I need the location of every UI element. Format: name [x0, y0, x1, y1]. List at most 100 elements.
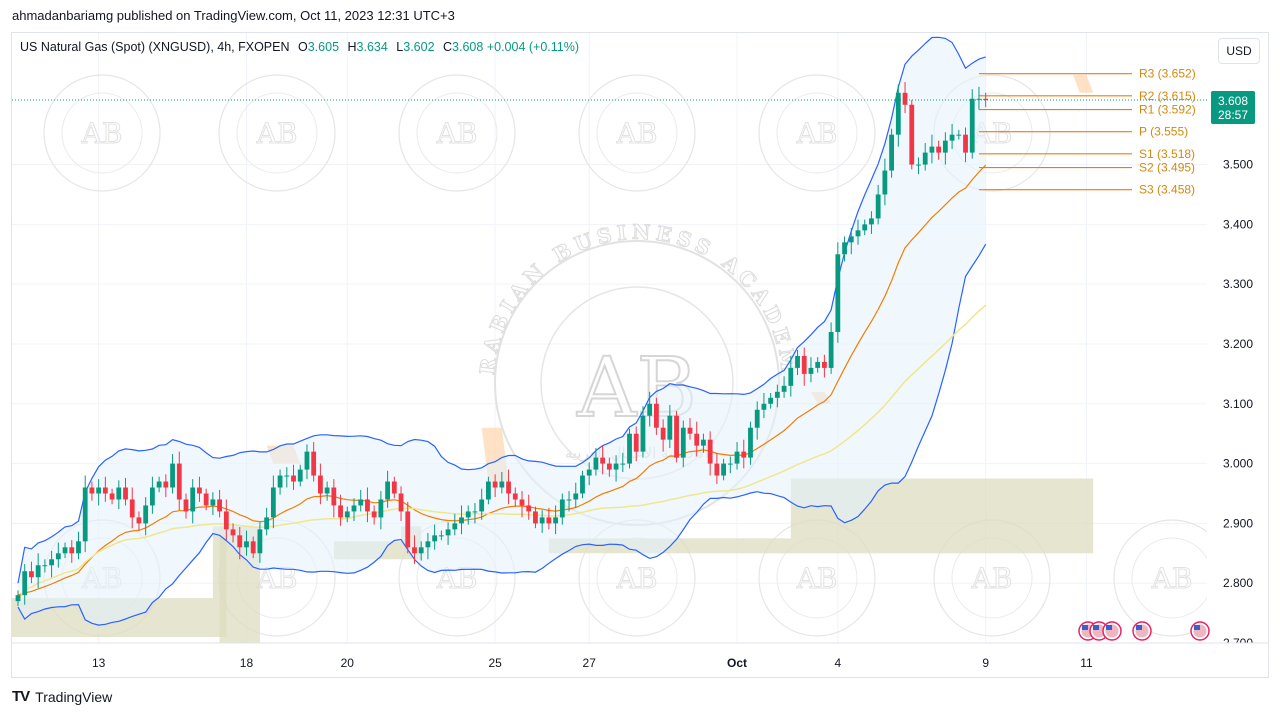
candle — [459, 505, 464, 535]
candle — [291, 464, 296, 490]
candle — [694, 421, 700, 457]
candle — [143, 497, 149, 536]
candle — [815, 357, 821, 373]
candle — [929, 134, 935, 164]
candle — [640, 406, 646, 458]
candle — [432, 524, 438, 550]
candle — [519, 491, 525, 518]
pivot-label: R2 (3.615) — [1139, 89, 1196, 103]
candle — [526, 494, 532, 520]
candle — [559, 493, 565, 525]
candle — [687, 418, 693, 440]
price-axis[interactable]: 3.500 3.400 3.300 3.200 3.100 3.000 2.900 2.800… — [1207, 33, 1269, 678]
candle — [553, 505, 558, 535]
candle — [835, 242, 841, 343]
last-price-label: 3.608 — [1218, 94, 1248, 108]
candlesticks[interactable] — [15, 82, 989, 606]
time-tick-label: 25 — [488, 656, 502, 670]
sma-line — [17, 304, 987, 602]
candle — [62, 542, 68, 559]
time-tick-label: 18 — [240, 656, 254, 670]
close-value: 3.608 — [452, 40, 484, 54]
candle — [889, 128, 894, 178]
candle — [371, 505, 377, 525]
candle — [116, 480, 122, 510]
candle — [398, 486, 404, 521]
close-label: C — [443, 40, 453, 54]
time-axis[interactable]: 13 18 20 25 27 Oct 4 9 11 — [12, 642, 1269, 678]
candle — [35, 553, 41, 588]
candle — [176, 451, 182, 511]
watermark-badge: AB — [218, 74, 336, 192]
candle — [761, 393, 767, 419]
candle — [183, 493, 189, 519]
candle — [338, 494, 343, 526]
watermark-badge: AB — [398, 74, 516, 192]
candle — [963, 127, 968, 163]
moving-averages — [17, 164, 987, 602]
candle — [479, 488, 485, 520]
candle — [714, 452, 720, 484]
watermark-badge-monogram: AB — [796, 117, 838, 150]
tradingview-logo-icon[interactable]: TV — [12, 688, 30, 705]
candle — [472, 503, 478, 524]
candle — [546, 507, 552, 530]
candle — [573, 482, 579, 508]
candle — [627, 428, 632, 469]
candle — [848, 227, 854, 255]
candle — [916, 157, 921, 175]
candle — [69, 540, 75, 563]
candle — [486, 476, 491, 505]
candle — [754, 401, 760, 440]
candle — [89, 481, 95, 501]
candle — [936, 140, 942, 160]
candle — [365, 487, 370, 523]
tradingview-brand[interactable]: TradingView — [35, 688, 113, 705]
candle — [250, 536, 256, 559]
publisher-line: ahmadanbariamg published on TradingView.… — [12, 8, 455, 23]
candle — [976, 86, 982, 110]
candle — [465, 505, 471, 525]
watermark-badge-monogram: AB — [1151, 562, 1193, 595]
candle — [190, 479, 196, 524]
candle — [378, 491, 384, 530]
candle — [842, 236, 847, 262]
candle — [42, 559, 48, 573]
high-label: H — [347, 40, 357, 54]
candle — [358, 489, 364, 512]
candle — [808, 357, 814, 383]
candle — [983, 92, 989, 108]
candle — [741, 439, 747, 469]
watermark-badge-monogram: AB — [436, 117, 478, 150]
candle — [297, 464, 303, 487]
candle — [620, 452, 626, 472]
event-flags[interactable] — [1078, 621, 1210, 641]
pivot-label: S3 (3.458) — [1139, 183, 1195, 197]
candle — [768, 393, 774, 409]
candle — [586, 462, 592, 486]
last-price-tag — [1211, 90, 1255, 124]
currency-button[interactable]: USD — [1218, 38, 1260, 64]
candle — [707, 431, 713, 476]
candle — [223, 499, 229, 541]
candle — [580, 470, 585, 499]
time-tick-label: Oct — [727, 656, 747, 670]
candle — [869, 211, 874, 234]
candle — [418, 541, 424, 561]
candle — [566, 491, 572, 512]
us-flag-icon — [1132, 621, 1152, 641]
candle — [788, 355, 794, 397]
candle — [197, 476, 202, 502]
bollinger-lower — [17, 243, 987, 626]
candle — [647, 391, 653, 427]
candle — [284, 467, 290, 488]
candle — [593, 448, 599, 476]
price-tick-label: 3.100 — [1223, 397, 1253, 411]
candle — [391, 476, 397, 499]
candle — [264, 507, 270, 536]
price-tick-label: 2.900 — [1223, 516, 1253, 530]
candle — [237, 526, 243, 560]
